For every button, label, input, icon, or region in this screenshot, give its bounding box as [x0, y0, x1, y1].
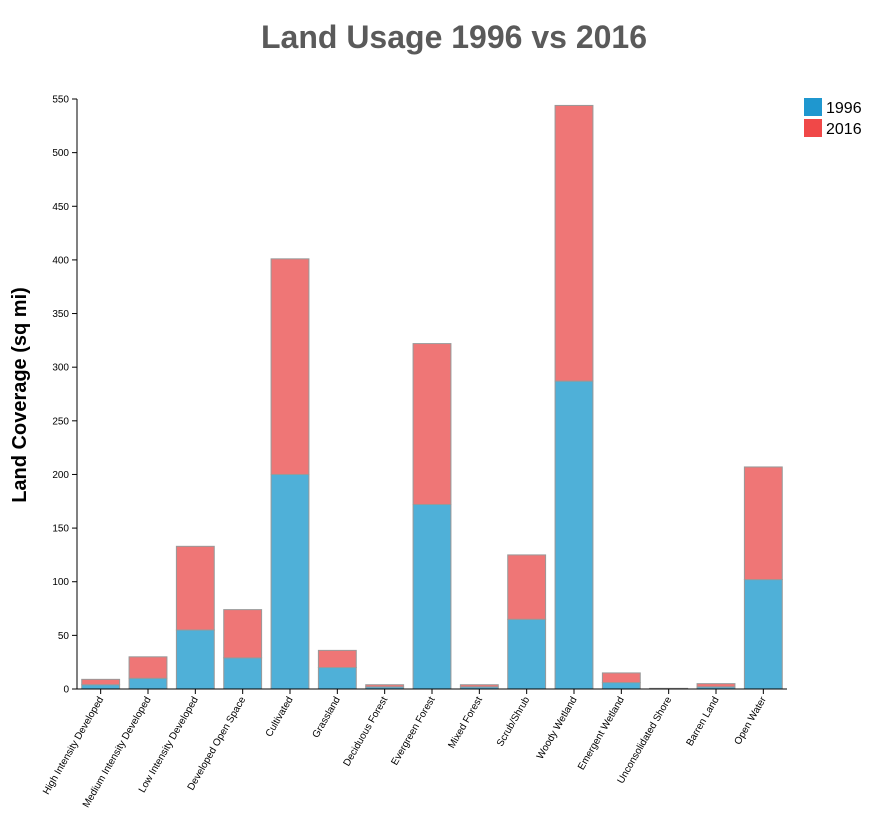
legend-swatch-1996	[804, 98, 822, 116]
x-tick-label: Cultivated	[264, 695, 296, 739]
bar-1996-4	[271, 474, 309, 689]
y-axis: 0 50 100 150 200 250 300 350 400 450 500 550	[52, 95, 77, 696]
bar-1996-2	[176, 630, 214, 689]
bar-2016-10	[555, 105, 593, 381]
bar-1996-14	[744, 580, 782, 689]
bar-1996-10	[555, 381, 593, 689]
bar-2016-8	[460, 685, 498, 687]
bar-2016-4	[271, 259, 309, 475]
bar-2016-14	[744, 467, 782, 580]
y-tick-label: 450	[52, 202, 69, 213]
y-tick-label: 50	[58, 631, 70, 642]
bar-2016-9	[508, 555, 546, 619]
y-tick-label: 500	[52, 148, 69, 159]
bar-1996-11	[602, 683, 640, 689]
legend-label-1996: 1996	[826, 100, 862, 117]
x-tick-label: Woody Wetland	[535, 695, 580, 761]
y-tick-label: 0	[63, 685, 69, 696]
y-tick-label: 350	[52, 309, 69, 320]
bar-1996-5	[318, 668, 356, 689]
bar-2016-13	[697, 684, 735, 687]
x-tick-label: Open Water	[733, 694, 770, 746]
x-tick-label: Scrub/Shrub	[495, 695, 533, 749]
x-tick-label: Mixed Forest	[447, 695, 486, 751]
x-tick-label: Unconsolidated Shore	[616, 695, 675, 786]
x-tick-label: Grassland	[311, 695, 343, 740]
bar-2016-0	[82, 679, 120, 684]
y-tick-label: 300	[52, 363, 69, 374]
y-tick-label: 400	[52, 255, 69, 266]
x-tick-label: Deciduous Forest	[342, 695, 391, 769]
bar-2016-3	[224, 610, 262, 658]
y-axis-label: Land Coverage (sq mi)	[9, 287, 31, 503]
legend: 1996 2016	[804, 98, 862, 138]
x-tick-label: Emergent Wetland	[576, 695, 627, 772]
bar-2016-2	[176, 546, 214, 630]
chart-title: Land Usage 1996 vs 2016	[261, 19, 647, 55]
y-tick-label: 150	[52, 524, 69, 535]
bar-2016-5	[318, 650, 356, 667]
bar-1996-9	[508, 619, 546, 689]
y-tick-label: 550	[52, 95, 69, 106]
legend-swatch-2016	[804, 119, 822, 137]
bar-2016-6	[366, 685, 404, 687]
bar-1996-7	[413, 504, 451, 689]
bar-1996-0	[82, 685, 120, 689]
y-tick-label: 200	[52, 470, 69, 481]
bar-2016-1	[129, 657, 167, 678]
y-tick-label: 250	[52, 416, 69, 427]
bar-1996-1	[129, 678, 167, 689]
bars	[82, 105, 783, 689]
y-tick-label: 100	[52, 577, 69, 588]
bar-2016-11	[602, 673, 640, 683]
bar-2016-7	[413, 344, 451, 505]
bar-1996-3	[224, 658, 262, 689]
legend-label-2016: 2016	[826, 121, 862, 138]
x-tick-label: Barren Land	[685, 695, 722, 748]
x-tick-label: Evergreen Forest	[389, 695, 437, 768]
